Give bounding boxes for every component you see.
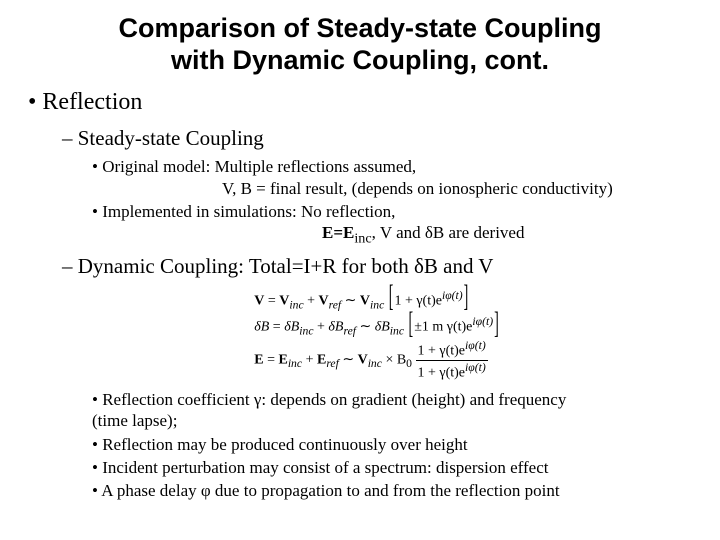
eq1-approx: ∼ [345,293,360,308]
eq2-inner: ±1 m γ(t)e [414,319,472,334]
bullet-list-l1: Reflection Steady-state Coupling Origina… [28,87,692,502]
eq2-exp: iφ(t) [472,315,493,328]
eq2-r2: δB [328,319,343,334]
l3-implemented-a: Implemented in simulations: No reflectio… [102,202,395,221]
eq3-frac: 1 + γ(t)eiφ(t) 1 + γ(t)eiφ(t) [416,340,488,380]
title-line-1: Comparison of Steady-state Coupling [118,13,601,43]
eq2-bl: [ [409,306,414,348]
eq2-plus: + [317,319,328,334]
eq2-r1s: inc [299,324,313,337]
l2-steady: Steady-state Coupling Original model: Mu… [62,124,692,248]
equation-image: V = Vinc + Vref ∼ Vinc [1 + γ(t)eiφ(t)] [254,287,500,382]
l3-implemented-b: E=Einc, V and δB are derived [322,223,524,242]
eq1-lhs: V [254,293,264,308]
bullet-list-l2: Steady-state Coupling Original model: Mu… [62,124,692,502]
slide-title: Comparison of Steady-state Coupling with… [28,12,692,77]
eq1-plus: + [307,293,318,308]
eq2-r2s: ref [343,324,356,337]
eq2-pre: δB [375,319,390,334]
eq3-zero: 0 [406,357,412,370]
l3-original-a: Original model: Multiple reflections ass… [102,157,416,176]
eq2-lhs: δB [254,319,269,334]
l3-impl-b-e: E=E [322,223,354,242]
l3-implemented: Implemented in simulations: No reflectio… [92,201,692,248]
eq2-r1: δB [284,319,299,334]
eq3-num-exp: iφ(t) [465,339,486,352]
l3-impl-b-tail: , V and δB are derived [372,223,525,242]
l3-original: Original model: Multiple reflections ass… [92,156,692,199]
l3-dyn-2: Incident perturbation may consist of a s… [92,457,692,478]
equation-block: V = Vinc + Vref ∼ Vinc [1 + γ(t)eiφ(t)] [62,287,692,382]
l1-reflection-label: Reflection [42,89,142,115]
l1-reflection: Reflection Steady-state Coupling Origina… [28,87,692,502]
l3-dyn-3-t: A phase delay φ due to propagation to an… [101,481,559,500]
eq2-pres: inc [390,324,404,337]
eq3-r2s: ref [326,357,339,370]
l3-dyn-3: A phase delay φ due to propagation to an… [92,480,692,501]
eq3-lhs: E [254,352,263,367]
eq1-r2: V [319,293,329,308]
l3-dyn-1: Reflection may be produced continuously … [92,434,692,455]
eq1-exp: iφ(t) [442,289,463,302]
eq1-inner: 1 + γ(t)e [394,293,442,308]
l3-dyn-0: Reflection coefficient γ: depends on gra… [92,389,692,432]
l3-dyn-1-t: Reflection may be produced continuously … [102,435,467,454]
eq1-br: ] [464,280,469,322]
eq1-bl: [ [389,280,394,322]
eq3-den: 1 + γ(t)e [418,365,466,380]
eq-row-1: V = Vinc + Vref ∼ Vinc [1 + γ(t)eiφ(t)] [254,288,500,313]
eq1-pres: inc [370,298,384,311]
eq3-pres: inc [368,357,382,370]
eq3-plus: + [306,352,317,367]
eq1-r1s: inc [289,298,303,311]
l3-impl-b-sub: inc [354,230,371,246]
eq3-den-exp: iφ(t) [465,361,486,374]
eq3-r1s: inc [288,357,302,370]
eq2-approx: ∼ [359,319,374,334]
bullet-list-l3-steady: Original model: Multiple reflections ass… [92,156,692,248]
eq1-r2s: ref [329,298,342,311]
title-line-2: with Dynamic Coupling, cont. [171,45,549,75]
eq3-r1: E [278,352,287,367]
l3-original-b: V, B = final result, (depends on ionosph… [222,179,613,198]
eq1-pre: V [360,293,370,308]
eq2-br: ] [494,306,499,348]
l3-dyn-2-t: Incident perturbation may consist of a s… [102,458,548,477]
l3-dyn-0b: (time lapse); [92,411,177,430]
eq3-cross: × B [382,352,406,367]
l2-dynamic-label: Dynamic Coupling: Total=I+R for both δB … [78,254,494,278]
l2-steady-label: Steady-state Coupling [78,126,264,150]
eq3-num: 1 + γ(t)e [418,344,466,359]
eq-row-3: E = Einc + Eref ∼ Vinc × B0 1 + γ(t)eiφ(… [254,340,500,380]
eq3-r2: E [317,352,326,367]
bullet-list-l3-dynamic: Reflection coefficient γ: depends on gra… [92,389,692,501]
l2-dynamic: Dynamic Coupling: Total=I+R for both δB … [62,252,692,501]
eq3-approx: ∼ [342,352,357,367]
l3-dyn-0a: Reflection coefficient γ: depends on gra… [102,390,566,409]
slide: Comparison of Steady-state Coupling with… [0,0,720,540]
eq1-r1: V [279,293,289,308]
eq3-pre: V [358,352,368,367]
